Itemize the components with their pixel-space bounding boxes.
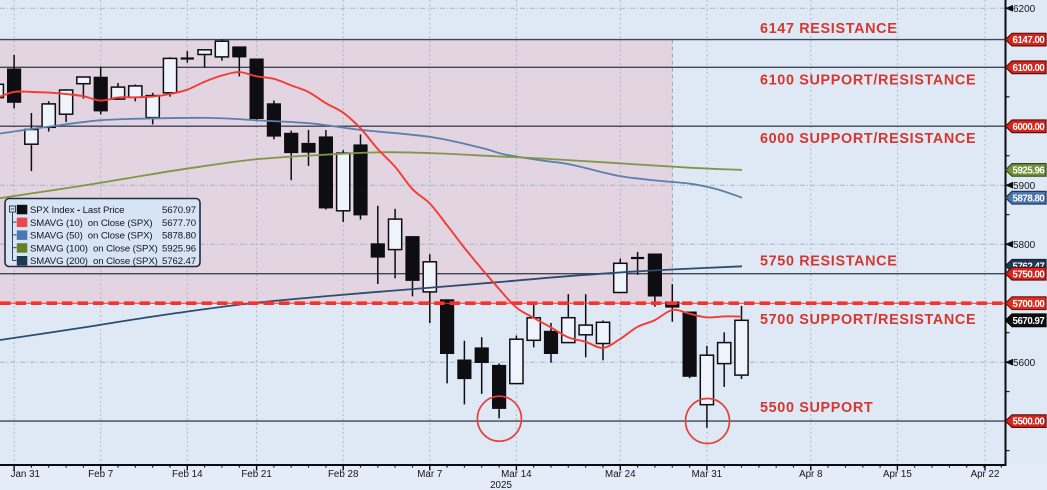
svg-text:5750 RESISTANCE: 5750 RESISTANCE bbox=[760, 253, 897, 269]
svg-text:5800: 5800 bbox=[1013, 240, 1036, 251]
svg-text:Apr 15: Apr 15 bbox=[883, 469, 912, 480]
svg-text:Apr 22: Apr 22 bbox=[971, 469, 1000, 480]
svg-text:6000.00: 6000.00 bbox=[1013, 122, 1045, 133]
svg-text:5500 SUPPORT: 5500 SUPPORT bbox=[760, 400, 873, 416]
svg-text:6200: 6200 bbox=[1013, 4, 1036, 15]
svg-text:Apr 8: Apr 8 bbox=[799, 469, 823, 480]
svg-text:Jan 31: Jan 31 bbox=[11, 469, 40, 480]
svg-text:Feb 21: Feb 21 bbox=[241, 469, 272, 480]
svg-text:Mar 31: Mar 31 bbox=[692, 469, 723, 480]
svg-text:5670.97: 5670.97 bbox=[1013, 316, 1045, 327]
svg-text:Mar 24: Mar 24 bbox=[605, 469, 636, 480]
svg-text:5500.00: 5500.00 bbox=[1013, 417, 1045, 428]
svg-text:6100.00: 6100.00 bbox=[1013, 63, 1045, 74]
svg-text:6147 RESISTANCE: 6147 RESISTANCE bbox=[760, 21, 897, 37]
svg-text:5750.00: 5750.00 bbox=[1013, 269, 1045, 280]
svg-text:5878.80: 5878.80 bbox=[162, 231, 196, 242]
svg-text:Mar 7: Mar 7 bbox=[417, 469, 442, 480]
svg-text:Mar 14: Mar 14 bbox=[501, 469, 532, 480]
svg-text:Feb 28: Feb 28 bbox=[328, 469, 359, 480]
svg-text:SMAVG (100) on Close (SPX): SMAVG (100) on Close (SPX) bbox=[30, 243, 158, 254]
svg-text:5925.96: 5925.96 bbox=[162, 243, 196, 254]
svg-text:5677.70: 5677.70 bbox=[162, 218, 196, 229]
svg-text:5700 SUPPORT/RESISTANCE: 5700 SUPPORT/RESISTANCE bbox=[760, 312, 976, 328]
svg-text:5878.80: 5878.80 bbox=[1013, 193, 1045, 204]
svg-text:2025: 2025 bbox=[490, 480, 512, 490]
svg-text:6000 SUPPORT/RESISTANCE: 6000 SUPPORT/RESISTANCE bbox=[760, 131, 976, 147]
svg-text:6100 SUPPORT/RESISTANCE: 6100 SUPPORT/RESISTANCE bbox=[760, 72, 976, 88]
svg-text:SMAVG (200) on Close (SPX): SMAVG (200) on Close (SPX) bbox=[30, 256, 158, 267]
svg-text:Feb 14: Feb 14 bbox=[172, 469, 203, 480]
svg-text:6147.00: 6147.00 bbox=[1013, 35, 1045, 46]
svg-text:5900: 5900 bbox=[1013, 181, 1036, 192]
svg-text:5762.47: 5762.47 bbox=[162, 256, 196, 267]
svg-text:5925.96: 5925.96 bbox=[1013, 166, 1046, 177]
svg-text:5670.97: 5670.97 bbox=[162, 205, 196, 216]
svg-text:5700.00: 5700.00 bbox=[1013, 299, 1045, 310]
svg-text:SMAVG (10) on Close (SPX): SMAVG (10) on Close (SPX) bbox=[30, 218, 153, 229]
svg-text:Feb 7: Feb 7 bbox=[88, 469, 113, 480]
svg-text:SPX Index - Last Price: SPX Index - Last Price bbox=[30, 205, 124, 216]
svg-text:5600: 5600 bbox=[1013, 358, 1036, 369]
svg-text:SMAVG (50) on Close (SPX): SMAVG (50) on Close (SPX) bbox=[30, 231, 153, 242]
